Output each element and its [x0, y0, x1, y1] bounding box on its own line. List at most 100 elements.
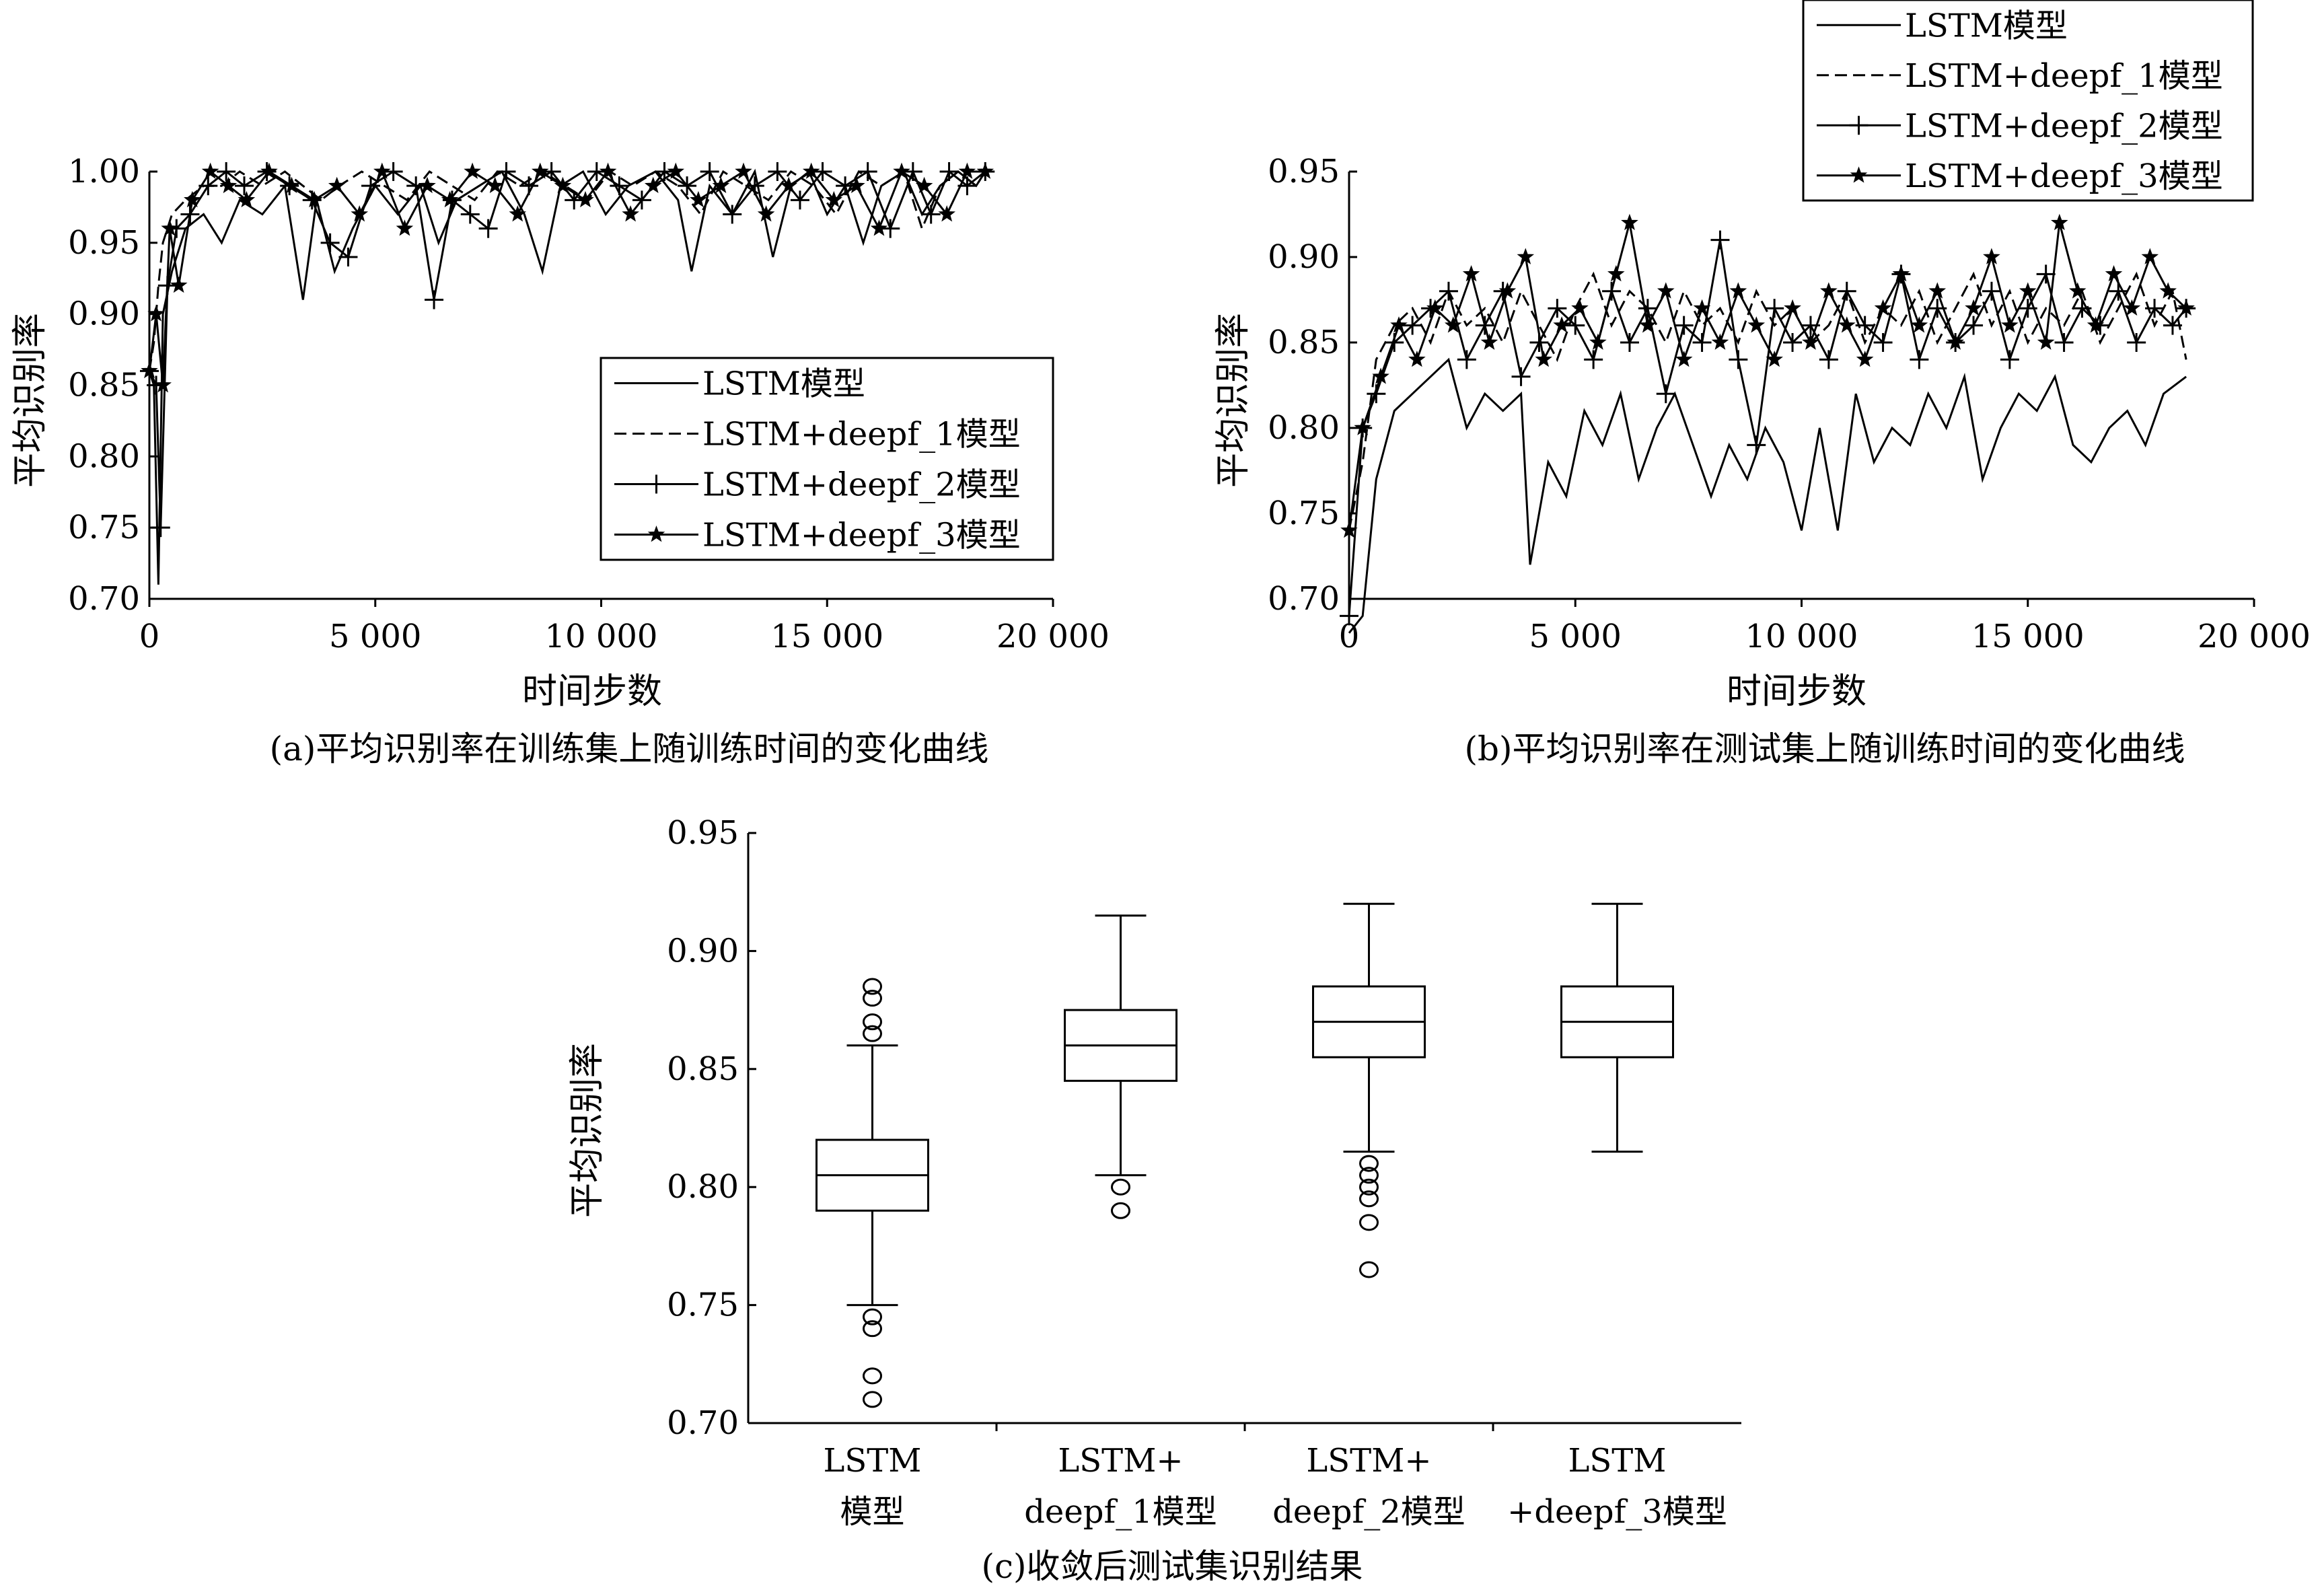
panel-b-series-point [1638, 299, 1657, 318]
panel-b-series-point [1729, 282, 1747, 299]
panel-a-legend-marker [647, 474, 666, 494]
panel-b-series-point [2159, 282, 2177, 299]
panel-b-series-point [1340, 606, 1358, 626]
panel-b-legend-label: LSTM模型 [1905, 7, 2068, 44]
panel-a-series-point [858, 162, 877, 181]
panel-a-series-point [690, 190, 707, 208]
panel-b-series-point [1589, 333, 1607, 350]
panel-b-series-point [1693, 299, 1711, 316]
panel-a-ytick-label: 0.75 [68, 509, 140, 546]
panel-b-series-point [1607, 264, 1625, 282]
panel-b-series-point [1498, 282, 1517, 299]
panel-b-series-point [1855, 316, 1875, 335]
panel-a-xlabel: 时间步数 [522, 672, 662, 712]
panel-c-ytick-label: 0.95 [667, 814, 739, 852]
panel-a-series-point [320, 233, 340, 252]
panel-b-series-point [1910, 316, 1928, 333]
panel-a-series-point [622, 205, 639, 222]
panel-b-series-point [2051, 213, 2068, 231]
panel-b-xtick-label: 5 000 [1529, 618, 1622, 655]
panel-a-xtick-label: 20 000 [996, 618, 1110, 655]
panel-b-legend-marker [1850, 166, 1868, 183]
panel-b-series-point [1444, 316, 1462, 333]
panel-b-series-point [2037, 333, 2055, 350]
panel-a-legend: LSTM模型 LSTM+deepf_1模型 LSTM+deepf_2模型 LSTM+d… [600, 357, 1054, 561]
panel-c-caption: (c)收敛后测试集识别结果 [981, 1547, 1363, 1586]
panel-a-series-point [938, 205, 955, 222]
panel-a-series-point [373, 162, 391, 179]
panel-b-series-point [1639, 316, 1657, 333]
panel-b-series-point [1462, 264, 1480, 282]
panel-c-category-label: 模型 [840, 1493, 904, 1531]
panel-b-series-point [1982, 281, 2001, 301]
box-outlier [863, 990, 882, 1007]
panel-b-series-point [2145, 299, 2165, 318]
panel-a-series-point [768, 162, 787, 181]
panel-a-series-point [915, 176, 933, 194]
panel-b-series-point [1711, 333, 1729, 350]
panel-c-category-label: deepf_1模型 [1024, 1493, 1217, 1531]
panel-b-series-point [1457, 350, 1476, 369]
panel-b-series-point [2036, 264, 2056, 284]
panel-a-series-point [201, 162, 219, 179]
panel-a-series-point [184, 190, 201, 208]
panel-a-series-point [712, 176, 730, 194]
panel-a-series-point [460, 205, 480, 224]
panel-b-series-point [1747, 435, 1766, 455]
panel-b-series-point [1620, 333, 1639, 352]
panel-b-series-point [1819, 350, 1838, 369]
box-outlier [1359, 1190, 1379, 1208]
panel-b-series-point [1566, 316, 1585, 335]
panel-b-series-point [1747, 316, 1766, 333]
panel-a-legend-label: LSTM模型 [702, 365, 865, 403]
box-outlier [863, 1320, 882, 1338]
panel-b-legend: LSTM模型 LSTM+deepf_1模型 LSTM+deepf_2模型 LSTM+d… [1802, 0, 2254, 202]
panel-b-series-line [1348, 222, 2187, 531]
panel-a-ytick-label: 0.90 [68, 295, 140, 333]
panel-b-series-point [1873, 333, 1893, 352]
box-outlier [863, 1025, 882, 1042]
panel-a-series-point [700, 162, 719, 181]
box-outlier [863, 1308, 882, 1326]
panel-b: 0.70 0.75 0.80 0.85 0.90 0.95 0 5 000 10 000 15 0… [1213, 0, 2311, 768]
panel-b-series-point [2001, 316, 2019, 333]
panel-b-series-point [1403, 316, 1422, 335]
panel-a-series-point [396, 219, 414, 236]
panel-b-series-point [1856, 350, 1874, 367]
panel-a-series-point [723, 205, 742, 224]
panel-a-series-point [735, 162, 752, 179]
panel-b-xtick-label: 10 000 [1745, 618, 1858, 655]
panel-b-series-point [2019, 282, 2037, 299]
panel-b-series-point [1535, 350, 1552, 367]
panel-a-series-point [848, 176, 865, 194]
panel-b-series-point [1892, 264, 1910, 282]
panel-b-series-point [1729, 350, 1748, 369]
panel-b-series-point [1765, 299, 1784, 318]
panel-a-legend-box [600, 357, 1054, 561]
panel-b-series-point [1983, 248, 2000, 264]
panel-b-series-point [1439, 281, 1458, 301]
panel-b-series-point [1571, 299, 1589, 316]
panel-a-legend-label: LSTM+deepf_2模型 [702, 466, 1021, 504]
panel-b-series-point [1783, 333, 1803, 352]
panel-a-series-point [939, 162, 959, 181]
panel-b-series-point [1408, 350, 1426, 367]
box-outlier [863, 978, 882, 995]
box-outlier [863, 1013, 882, 1031]
panel-b-series-point [1584, 350, 1603, 369]
panel-c-ytick-label: 0.70 [667, 1404, 739, 1442]
panel-a: 0.70 0.75 0.80 0.85 0.90 0.95 1.00 0 5 000 10 000… [10, 153, 1110, 768]
panel-b-series-point [2087, 316, 2105, 333]
panel-b-legend-marker [1849, 116, 1869, 135]
panel-c-category-label: LSTM+ [1306, 1442, 1431, 1480]
panel-b-series-line [1348, 357, 2187, 634]
panel-a-series-point [921, 205, 941, 224]
box-outlier [1359, 1178, 1379, 1196]
panel-b-series-point [1965, 299, 1982, 316]
panel-b-series-point [1964, 316, 1984, 335]
panel-b-series-point [2072, 299, 2092, 318]
panel-a-series-point [790, 190, 809, 210]
panel-b-series-point [1675, 350, 1693, 367]
panel-a-legend-label: LSTM+deepf_1模型 [702, 416, 1021, 454]
box-outlier [1111, 1202, 1130, 1219]
